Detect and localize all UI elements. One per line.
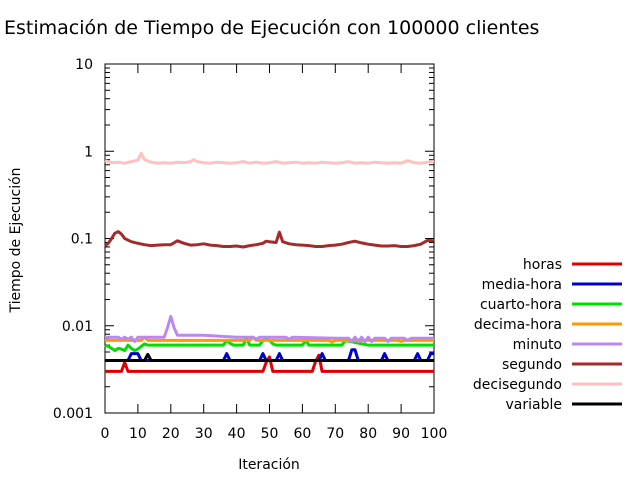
legend-label-decisegundo: decisegundo — [473, 377, 562, 393]
y-tick-label: 10 — [75, 57, 93, 73]
legend-label-decima-hora: decima-hora — [474, 317, 562, 333]
series-line-horas — [105, 353, 434, 373]
y-tick-label: 0.001 — [53, 406, 93, 422]
x-tick-label: 70 — [326, 426, 344, 442]
x-tick-label: 100 — [421, 426, 448, 442]
y-tick-label: 0.01 — [62, 319, 93, 335]
legend-label-segundo: segundo — [502, 357, 562, 373]
series-line-decima-hora — [105, 335, 434, 344]
x-tick-label: 10 — [129, 426, 147, 442]
series-line-minuto — [105, 314, 434, 343]
x-tick-label: 90 — [392, 426, 410, 442]
legend-label-media-hora: media-hora — [482, 277, 562, 293]
x-tick-label: 0 — [101, 426, 110, 442]
y-axis-label: Tiempo de Ejecución — [8, 167, 24, 313]
series-line-segundo — [104, 230, 435, 249]
x-axis: 0 10 20 30 40 50 60 70 80 90 100 — [101, 64, 448, 442]
chart-title: Estimación de Tiempo de Ejecución con 10… — [4, 17, 539, 39]
series-line-variable — [105, 352, 434, 362]
series-layer — [104, 151, 435, 373]
legend-label-variable: variable — [506, 397, 562, 413]
y-tick-label: 0.1 — [71, 232, 93, 248]
x-tick-label: 60 — [293, 426, 311, 442]
x-tick-label: 80 — [359, 426, 377, 442]
y-tick-label: 1 — [84, 144, 93, 160]
y-axis: 0.001 0.01 0.1 1 10 — [53, 57, 434, 422]
legend-label-cuarto-hora: cuarto-hora — [480, 297, 562, 313]
legend-label-horas: horas — [523, 257, 562, 273]
x-tick-label: 30 — [195, 426, 213, 442]
series-line-decisegundo — [104, 151, 435, 165]
x-tick-label: 50 — [261, 426, 279, 442]
x-tick-label: 20 — [162, 426, 180, 442]
legend: horas media-hora cuarto-hora decima-hora min… — [473, 257, 622, 413]
x-tick-label: 40 — [228, 426, 246, 442]
x-axis-label: Iteración — [238, 457, 300, 473]
legend-label-minuto: minuto — [513, 337, 562, 353]
